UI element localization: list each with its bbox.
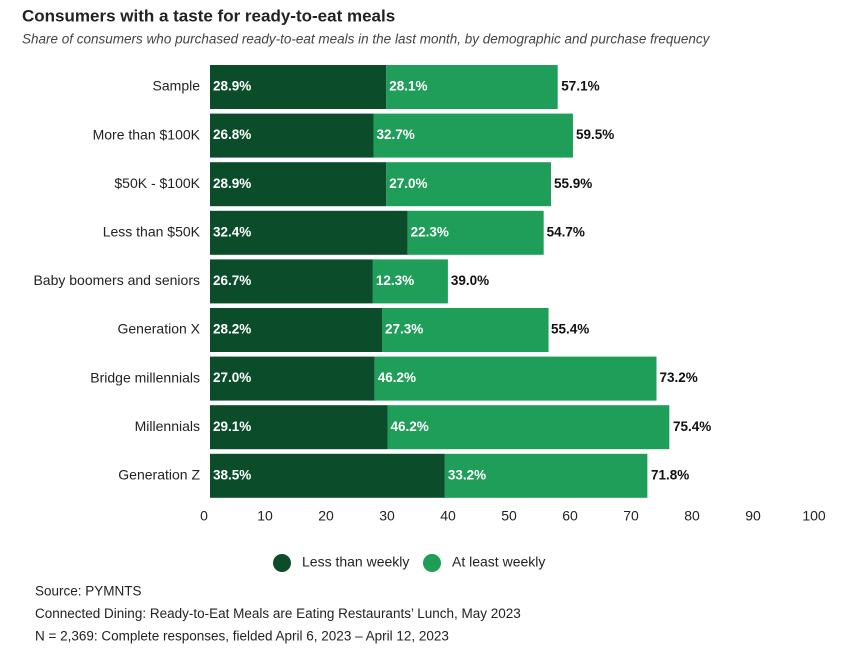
bar-segment — [210, 65, 387, 109]
bar-label: 27.0% — [213, 370, 251, 385]
total-label: 55.9% — [554, 176, 592, 191]
bar-segment — [407, 210, 544, 255]
bar-segment — [372, 259, 448, 304]
y-tick-label: Generation X — [118, 321, 201, 337]
bar-segment — [386, 65, 558, 109]
bar-segment — [382, 308, 549, 352]
y-tick-label: More than $100K — [93, 126, 201, 142]
bar-label: 38.5% — [213, 467, 251, 482]
bar-label: 32.4% — [213, 224, 251, 239]
x-tick-label: 10 — [257, 508, 273, 524]
legend-swatch — [423, 554, 441, 572]
bar-segment — [386, 162, 551, 207]
source-note: Connected Dining: Ready-to-Eat Meals are… — [35, 606, 521, 621]
bar-segment — [444, 453, 648, 498]
x-tick-label: 70 — [623, 508, 639, 524]
x-tick-label: 100 — [802, 508, 826, 524]
total-label: 54.7% — [547, 224, 585, 239]
bar-label: 27.3% — [385, 322, 423, 337]
total-label: 71.8% — [651, 467, 689, 482]
y-tick-label: Bridge millennials — [90, 369, 200, 385]
legend-label: Less than weekly — [302, 554, 409, 570]
bar-segment — [374, 356, 657, 401]
bar-label: 28.2% — [213, 322, 251, 337]
y-tick-label: Less than $50K — [103, 224, 201, 240]
bar-segment — [210, 308, 383, 352]
bar-label: 28.9% — [213, 176, 251, 191]
total-label: 55.4% — [551, 322, 589, 337]
bar-label: 22.3% — [411, 224, 449, 239]
x-tick-label: 50 — [501, 508, 517, 524]
bar-segment — [210, 259, 373, 304]
bar-label: 26.7% — [213, 273, 251, 288]
legend-label: At least weekly — [452, 554, 545, 570]
bar-label: 32.7% — [376, 127, 414, 142]
legend-swatch — [273, 554, 291, 572]
x-tick-label: 20 — [318, 508, 334, 524]
source-note: Source: PYMNTS — [35, 584, 142, 599]
y-tick-label: $50K - $100K — [114, 175, 200, 191]
bar-label: 28.1% — [389, 79, 427, 94]
chart-subtitle: Share of consumers who purchased ready-t… — [22, 32, 711, 47]
bar-segment — [373, 113, 573, 158]
total-label: 39.0% — [451, 273, 489, 288]
x-tick-label: 60 — [562, 508, 578, 524]
total-label: 73.2% — [660, 370, 698, 385]
y-tick-label: Baby boomers and seniors — [33, 272, 200, 288]
bar-segment — [210, 356, 375, 401]
x-tick-label: 40 — [440, 508, 456, 524]
bar-label: 33.2% — [448, 467, 486, 482]
bar-segment — [210, 405, 388, 450]
y-tick-label: Sample — [153, 78, 201, 94]
x-tick-label: 0 — [200, 508, 208, 524]
bar-label: 27.0% — [389, 176, 427, 191]
bar-segment — [210, 210, 408, 255]
total-label: 59.5% — [576, 127, 614, 142]
x-tick-label: 80 — [684, 508, 700, 524]
source-note: N = 2,369: Complete responses, fielded A… — [35, 629, 449, 644]
chart-title: Consumers with a taste for ready-to-eat … — [22, 6, 395, 25]
bar-segment — [210, 113, 374, 158]
y-tick-label: Millennials — [135, 418, 200, 434]
bar-label: 46.2% — [391, 419, 429, 434]
total-label: 57.1% — [561, 79, 599, 94]
x-tick-label: 30 — [379, 508, 395, 524]
bar-segment — [387, 405, 670, 450]
bar-label: 29.1% — [213, 419, 251, 434]
bar-label: 46.2% — [378, 370, 416, 385]
bar-label: 26.8% — [213, 127, 251, 142]
total-label: 75.4% — [673, 419, 711, 434]
y-tick-label: Generation Z — [118, 467, 200, 483]
bar-segment — [210, 162, 387, 207]
x-tick-label: 90 — [745, 508, 761, 524]
bar-label: 12.3% — [376, 273, 414, 288]
bar-label: 28.9% — [213, 79, 251, 94]
bar-segment — [210, 453, 445, 498]
